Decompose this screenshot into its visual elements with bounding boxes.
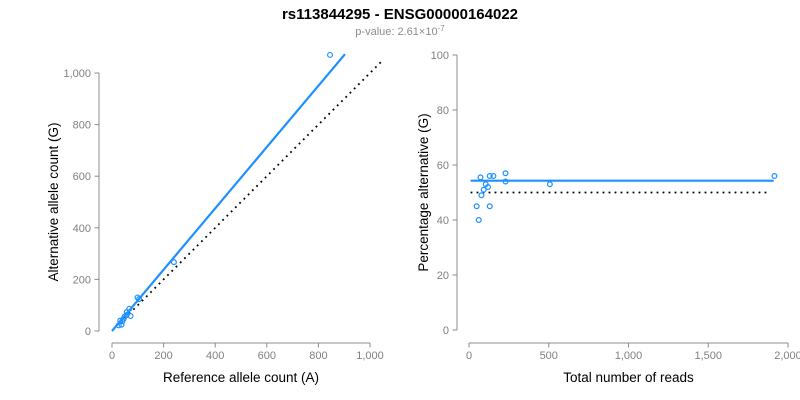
y-tick-label: 1,000 — [63, 68, 91, 80]
y-tick-label: 400 — [73, 223, 91, 235]
x-tick-label: 800 — [309, 350, 327, 362]
y-tick-label: 60 — [437, 160, 449, 172]
data-point — [475, 217, 482, 224]
x-tick-label: 500 — [540, 350, 558, 362]
x-axis-title: Total number of reads — [563, 370, 694, 385]
pvalue-subtitle: p-value: 2.61×10-7 — [0, 24, 800, 38]
x-axis-title: Reference allele count (A) — [163, 370, 319, 385]
x-tick-label: 200 — [154, 350, 172, 362]
y-tick-label: 80 — [437, 105, 449, 117]
x-tick-label: 2,000 — [774, 350, 800, 362]
data-point — [123, 312, 130, 319]
x-tick-label: 0 — [466, 350, 472, 362]
y-tick-labels: 0 200 400 600 800 1,000 — [63, 68, 91, 338]
pvalue-exponent: -7 — [437, 24, 445, 33]
data-point — [484, 184, 491, 191]
x-axis — [111, 342, 371, 348]
data-point — [486, 203, 493, 210]
x-tick-label: 1,000 — [356, 350, 384, 362]
x-tick-label: 400 — [206, 350, 224, 362]
data-point — [502, 170, 509, 177]
y-axis — [94, 72, 100, 332]
data-point — [490, 173, 497, 180]
data-point — [136, 296, 143, 303]
data-point — [473, 203, 480, 210]
x-tick-label: 1,000 — [615, 350, 643, 362]
chart-header: rs113844295 - ENSG00000164022 p-value: 2… — [0, 0, 800, 38]
y-tick-label: 600 — [73, 171, 91, 183]
x-tick-label: 0 — [109, 350, 115, 362]
left-plot: 0 200 400 600 800 1,000 0 200 400 600 800 1,000 Refe… — [46, 51, 384, 385]
y-axis-title: Alternative allele count (G) — [46, 122, 61, 281]
y-tick-label: 200 — [73, 274, 91, 286]
y-tick-label: 800 — [73, 120, 91, 132]
data-point — [502, 178, 509, 185]
x-tick-label: 600 — [258, 350, 276, 362]
data-point — [327, 51, 334, 58]
x-tick-labels: 0 500 1,000 1,500 2,000 — [466, 350, 800, 362]
data-point — [486, 173, 493, 180]
x-tick-label: 1,500 — [694, 350, 722, 362]
data-point — [170, 259, 177, 266]
fit-line — [111, 53, 346, 332]
data-point — [126, 305, 133, 312]
y-tick-label: 100 — [431, 50, 449, 62]
y-tick-label: 40 — [437, 215, 449, 227]
data-point — [771, 173, 778, 180]
page-title: rs113844295 - ENSG00000164022 — [281, 6, 519, 23]
y-tick-label: 0 — [85, 326, 91, 338]
y-axis — [452, 54, 458, 331]
data-points — [473, 170, 778, 224]
data-point — [134, 294, 141, 301]
data-point — [480, 186, 487, 193]
identity-line — [124, 59, 384, 319]
y-axis-title: Percentage alternative (G) — [416, 113, 431, 271]
y-tick-label: 0 — [443, 325, 449, 337]
data-point — [127, 313, 134, 320]
data-points — [115, 51, 334, 329]
right-plot: 0 20 40 60 80 100 0 500 1,000 1,500 2,000 Total num… — [416, 50, 800, 385]
y-tick-label: 20 — [437, 270, 449, 282]
data-point — [478, 192, 485, 199]
x-axis — [468, 342, 789, 348]
data-point — [546, 181, 553, 188]
data-point — [477, 174, 484, 181]
x-tick-labels: 0 200 400 600 800 1,000 — [109, 350, 384, 362]
y-tick-labels: 0 20 40 60 80 100 — [431, 50, 449, 337]
pvalue-text: p-value: 2.61×10 — [355, 26, 438, 38]
